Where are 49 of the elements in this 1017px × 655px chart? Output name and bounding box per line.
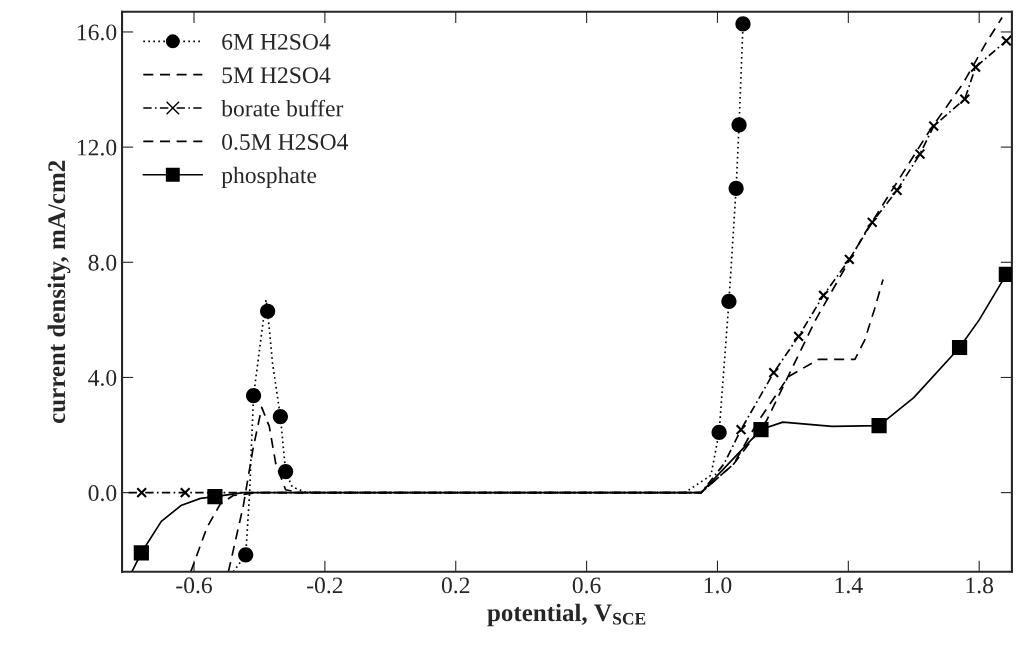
y-tick-label: 4.0 bbox=[88, 369, 117, 386]
x-tick-label: -0.2 bbox=[307, 577, 343, 594]
x-tick-label: 1.4 bbox=[835, 577, 863, 594]
y-axis-title: current density, mA/cm2 bbox=[47, 160, 71, 423]
y-tick-label: 0.0 bbox=[88, 485, 117, 502]
point bbox=[768, 367, 780, 378]
point bbox=[928, 120, 940, 132]
point bbox=[914, 148, 926, 160]
point bbox=[207, 489, 223, 505]
point bbox=[272, 409, 288, 425]
point bbox=[711, 424, 727, 441]
point bbox=[238, 547, 254, 563]
point bbox=[1000, 35, 1012, 47]
legend-label: phosphate bbox=[221, 166, 317, 189]
point bbox=[133, 545, 149, 561]
legend-label: 6M H2SO4 bbox=[222, 33, 331, 50]
point bbox=[245, 387, 262, 404]
point bbox=[735, 16, 751, 32]
x-tick-label: 0.6 bbox=[572, 577, 601, 594]
point bbox=[818, 289, 829, 301]
point bbox=[843, 253, 855, 265]
point bbox=[959, 93, 971, 105]
x-tick-label: -0.6 bbox=[176, 577, 212, 594]
x-tick-label: 1.8 bbox=[966, 577, 994, 594]
point bbox=[866, 216, 878, 228]
x-tick-label: 0.2 bbox=[441, 577, 470, 594]
point bbox=[731, 117, 747, 133]
point bbox=[970, 61, 982, 73]
point bbox=[998, 266, 1012, 282]
point bbox=[871, 417, 887, 434]
point bbox=[891, 184, 903, 196]
point bbox=[951, 339, 968, 356]
point bbox=[136, 487, 148, 499]
point bbox=[721, 293, 737, 310]
point bbox=[179, 487, 191, 499]
x-axis-title: potential, V$_{SCE}$ bbox=[487, 603, 646, 627]
legend-label: borate buffer bbox=[221, 99, 344, 117]
y-tick-label: 8.0 bbox=[88, 254, 117, 271]
legend-label: 5M H2SO4 bbox=[222, 67, 331, 84]
y-tick-label: 12.0 bbox=[77, 139, 117, 156]
point bbox=[260, 303, 276, 319]
point bbox=[278, 464, 294, 480]
point bbox=[753, 421, 769, 438]
y-tick-label: 16.0 bbox=[77, 24, 117, 41]
point bbox=[793, 330, 805, 342]
point bbox=[735, 424, 747, 436]
point bbox=[728, 180, 744, 196]
x-tick-label: 1.0 bbox=[704, 577, 732, 594]
legend-label: 0.5M H2SO4 bbox=[222, 133, 349, 150]
